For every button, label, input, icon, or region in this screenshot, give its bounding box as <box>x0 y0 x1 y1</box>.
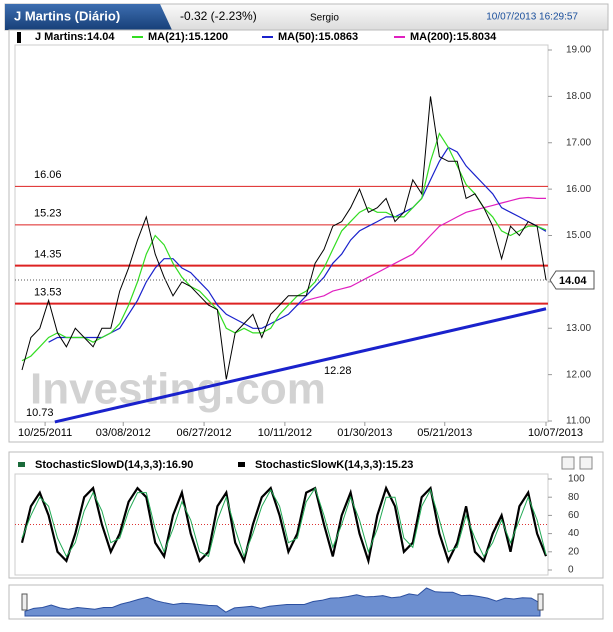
y-tick-label: 15.00 <box>566 230 591 241</box>
legend-label: StochasticSlowD(14,3,3):16.90 <box>35 459 193 471</box>
plot-border <box>14 44 549 423</box>
watermark: Investing.com <box>30 365 326 414</box>
legend-label: MA(50):15.0863 <box>278 31 358 43</box>
navigator-area <box>24 587 541 617</box>
y-tick-label: 17.00 <box>566 137 591 148</box>
stoch-panel <box>8 451 604 579</box>
y-tick-label: 18.00 <box>566 91 591 102</box>
stoch-d-line <box>21 486 547 558</box>
title: J Martins (Diário) <box>14 8 120 23</box>
maximize-button[interactable] <box>579 456 593 470</box>
y-tick-label: 100 <box>568 474 585 485</box>
level-label: 14.35 <box>34 249 62 261</box>
y-tick-label: 13.00 <box>566 323 591 334</box>
y-tick-label: 60 <box>568 510 580 521</box>
y-tick-label: 12.00 <box>566 369 591 380</box>
x-tick-label: 01/30/2013 <box>337 427 392 439</box>
x-tick-label: 03/08/2012 <box>96 427 151 439</box>
minimize-button[interactable] <box>561 456 575 470</box>
user: Sergio <box>310 13 339 24</box>
price-tag-label: 14.04 <box>559 275 587 287</box>
level-label: 16.06 <box>34 169 62 181</box>
y-tick-label: 0 <box>568 565 574 576</box>
x-tick-label: 05/21/2013 <box>417 427 472 439</box>
annotation: 10.73 <box>26 407 54 419</box>
legend-label: MA(21):15.1200 <box>148 31 228 43</box>
price-tag <box>549 270 595 290</box>
trend-line <box>54 307 547 424</box>
x-tick-label: 10/25/2011 <box>18 427 72 439</box>
x-tick-label: 10/07/2013 <box>528 427 583 439</box>
y-tick-label: 11.00 <box>566 416 591 427</box>
legend-swatch <box>17 32 21 43</box>
navigator-handle[interactable] <box>21 593 28 611</box>
level-label: 15.23 <box>34 208 62 220</box>
legend-swatch <box>238 462 245 467</box>
stoch-k-line <box>20 485 548 566</box>
legend-label: StochasticSlowK(14,3,3):15.23 <box>255 459 413 471</box>
legend-swatch <box>18 462 25 467</box>
y-tick-label: 80 <box>568 492 580 503</box>
timestamp: 10/07/2013 16:29:57 <box>486 12 578 23</box>
change: -0.32 (-2.23%) <box>180 9 257 23</box>
annotation: 12.28 <box>324 365 352 377</box>
y-tick-label: 19.00 <box>566 45 591 56</box>
y-tick-label: 16.00 <box>566 184 591 195</box>
x-tick-label: 10/11/2012 <box>258 427 312 439</box>
main-panel <box>8 29 604 443</box>
ma-line <box>48 146 547 343</box>
level-label: 13.53 <box>34 287 62 299</box>
x-tick-label: 06/27/2012 <box>177 427 232 439</box>
y-tick-label: 40 <box>568 528 580 539</box>
navigator-handle[interactable] <box>537 593 544 611</box>
price-line <box>21 96 547 380</box>
y-tick-label: 20 <box>568 546 580 557</box>
legend-label: J Martins:14.04 <box>35 31 115 43</box>
title-tab <box>5 4 172 30</box>
ma-line <box>297 196 546 306</box>
legend-label: MA(200):15.8034 <box>410 31 497 43</box>
